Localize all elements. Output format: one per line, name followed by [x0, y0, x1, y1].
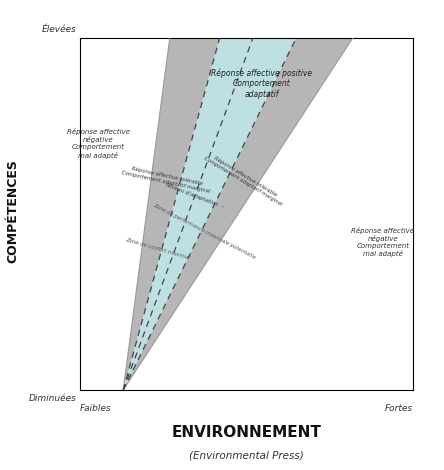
Text: Réponse affective tolérable
Comportement adaptatif marginal: Réponse affective tolérable Comportement… [121, 164, 211, 194]
Polygon shape [123, 38, 296, 390]
Text: COMPÉTENCES: COMPÉTENCES [7, 159, 20, 264]
Text: (Environmental Press): (Environmental Press) [189, 450, 304, 460]
Text: Réponse affective
négative
Comportement
mal adapté: Réponse affective négative Comportement … [352, 227, 414, 257]
Text: Élevées: Élevées [42, 25, 76, 34]
Text: ENVIRONNEMENT: ENVIRONNEMENT [171, 425, 321, 440]
Text: Diminuées: Diminuées [29, 394, 76, 403]
Text: Faibles: Faibles [80, 404, 111, 413]
Polygon shape [123, 38, 353, 390]
Text: Zone de performance maximale potentielle: Zone de performance maximale potentielle [152, 203, 257, 260]
Text: Réponse affective
négative
Comportement
mal adapté: Réponse affective négative Comportement … [67, 128, 130, 158]
Polygon shape [123, 38, 220, 390]
Text: Réponse affective positive
Comportement
adaptatif: Réponse affective positive Comportement … [211, 68, 312, 99]
Text: Fortes: Fortes [385, 404, 413, 413]
Text: Niveau d'adaptation  –: Niveau d'adaptation – [165, 183, 224, 210]
Text: Zone de confort maximal: Zone de confort maximal [125, 237, 190, 261]
Text: Réponse affective tolérable
Comportement adaptatif marginal: Réponse affective tolérable Comportement… [202, 150, 285, 207]
